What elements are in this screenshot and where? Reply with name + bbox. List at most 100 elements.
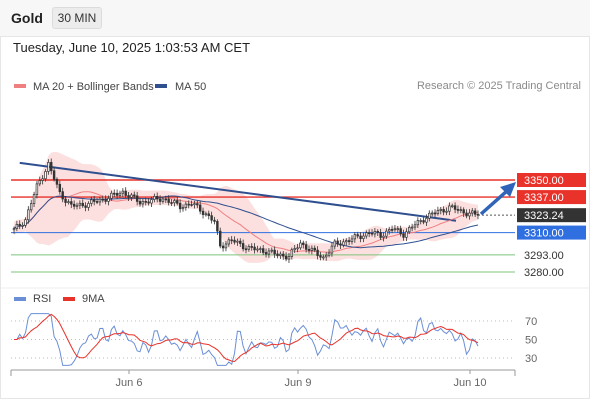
candle-body bbox=[393, 228, 397, 231]
candle-body bbox=[90, 199, 93, 204]
candle-body bbox=[442, 209, 445, 213]
candle-body bbox=[408, 226, 411, 233]
legend-swatch-ma20 bbox=[14, 84, 26, 88]
candle-body bbox=[221, 245, 225, 249]
candle-body bbox=[299, 242, 302, 249]
candle-body bbox=[356, 234, 359, 237]
candle-body bbox=[15, 223, 19, 229]
candle-body bbox=[385, 230, 388, 237]
candle-body bbox=[347, 240, 351, 243]
candle-body bbox=[451, 205, 454, 208]
candle-body bbox=[473, 210, 477, 215]
credit-text: Research © 2025 Trading Central bbox=[416, 80, 581, 92]
candle-body bbox=[419, 220, 422, 222]
candle-body bbox=[156, 195, 159, 200]
candle-body bbox=[176, 200, 179, 204]
candle-body bbox=[430, 212, 434, 215]
timestamp: Tuesday, June 10, 2025 1:03:53 AM CET bbox=[13, 40, 251, 55]
candle-body bbox=[38, 180, 41, 185]
forecast-arrow bbox=[479, 188, 510, 216]
candle-body bbox=[47, 162, 50, 172]
candle-body bbox=[350, 238, 354, 243]
candle-body bbox=[367, 232, 371, 235]
candle-body bbox=[293, 248, 296, 251]
candle-body bbox=[161, 198, 165, 202]
rsi-tick-50: 50 bbox=[525, 335, 537, 347]
candle-body bbox=[236, 240, 239, 243]
candle-body bbox=[471, 210, 474, 214]
candle-body bbox=[216, 221, 219, 232]
candle-body bbox=[113, 192, 116, 195]
candle-body bbox=[405, 231, 408, 238]
candle-body bbox=[144, 200, 147, 203]
candle-body bbox=[310, 247, 314, 251]
candle-body bbox=[396, 228, 400, 231]
rsi-line bbox=[14, 313, 479, 366]
level-label-bg bbox=[517, 208, 586, 223]
candle-body bbox=[264, 252, 268, 255]
candle-body bbox=[35, 183, 39, 195]
candle-body bbox=[135, 195, 139, 202]
candle-body bbox=[413, 224, 417, 228]
candle-body bbox=[453, 205, 457, 210]
candle-body bbox=[425, 217, 428, 223]
candle-body bbox=[24, 219, 27, 226]
candle-body bbox=[196, 203, 199, 206]
x-tick-label: Jun 9 bbox=[285, 377, 312, 389]
candle-body bbox=[339, 243, 342, 246]
candle-body bbox=[98, 198, 102, 203]
legend-swatch-rsi bbox=[14, 297, 26, 301]
candle-body bbox=[410, 226, 414, 229]
candle-body bbox=[181, 207, 185, 210]
candle-body bbox=[279, 253, 282, 256]
level-label: 3293.00 bbox=[524, 250, 564, 262]
legend-swatch-9ma bbox=[63, 297, 75, 301]
level-label: 3337.00 bbox=[524, 192, 564, 204]
candle-body bbox=[290, 249, 294, 257]
rsi-tick-70: 70 bbox=[525, 316, 537, 328]
candle-body bbox=[302, 242, 305, 245]
level-label-bg bbox=[517, 190, 586, 205]
candle-body bbox=[422, 220, 425, 223]
candle-body bbox=[230, 239, 233, 242]
candle-body bbox=[370, 232, 374, 235]
candle-body bbox=[436, 210, 440, 214]
candle-body bbox=[150, 199, 153, 204]
level-label: 3350.00 bbox=[524, 175, 564, 187]
level-label-bg bbox=[517, 225, 586, 240]
candle-body bbox=[173, 200, 176, 204]
candle-body bbox=[55, 178, 59, 185]
candle-body bbox=[64, 198, 67, 203]
candle-body bbox=[58, 183, 62, 193]
candle-body bbox=[433, 212, 437, 215]
candle-body bbox=[118, 192, 122, 196]
candle-body bbox=[359, 235, 362, 240]
candle-body bbox=[287, 256, 291, 260]
rsi-ma-line bbox=[14, 313, 479, 363]
candle-body bbox=[127, 195, 130, 198]
level-label-bg bbox=[517, 173, 586, 187]
candle-body bbox=[115, 192, 119, 196]
candle-body bbox=[141, 200, 145, 205]
candle-body bbox=[327, 252, 331, 256]
candle-body bbox=[244, 248, 248, 251]
candle-body bbox=[307, 248, 311, 251]
candle-body bbox=[247, 246, 251, 250]
legend-swatch-ma50 bbox=[155, 84, 167, 88]
forecast-arrow-head bbox=[500, 182, 516, 197]
candle-body bbox=[376, 231, 379, 233]
candle-body bbox=[428, 212, 431, 219]
timeframe-button[interactable]: 30 MIN bbox=[52, 7, 102, 29]
level-label: 3280.00 bbox=[524, 267, 564, 279]
candle-body bbox=[382, 235, 385, 238]
candle-body bbox=[353, 234, 357, 240]
candle-body bbox=[70, 201, 73, 205]
candle-body bbox=[107, 198, 110, 202]
candle-body bbox=[167, 198, 170, 203]
candle-body bbox=[92, 199, 96, 202]
legend-label-rsi: RSI bbox=[33, 293, 51, 305]
candle-body bbox=[198, 204, 202, 212]
candle-body bbox=[465, 212, 468, 217]
trend-line bbox=[19, 161, 457, 222]
